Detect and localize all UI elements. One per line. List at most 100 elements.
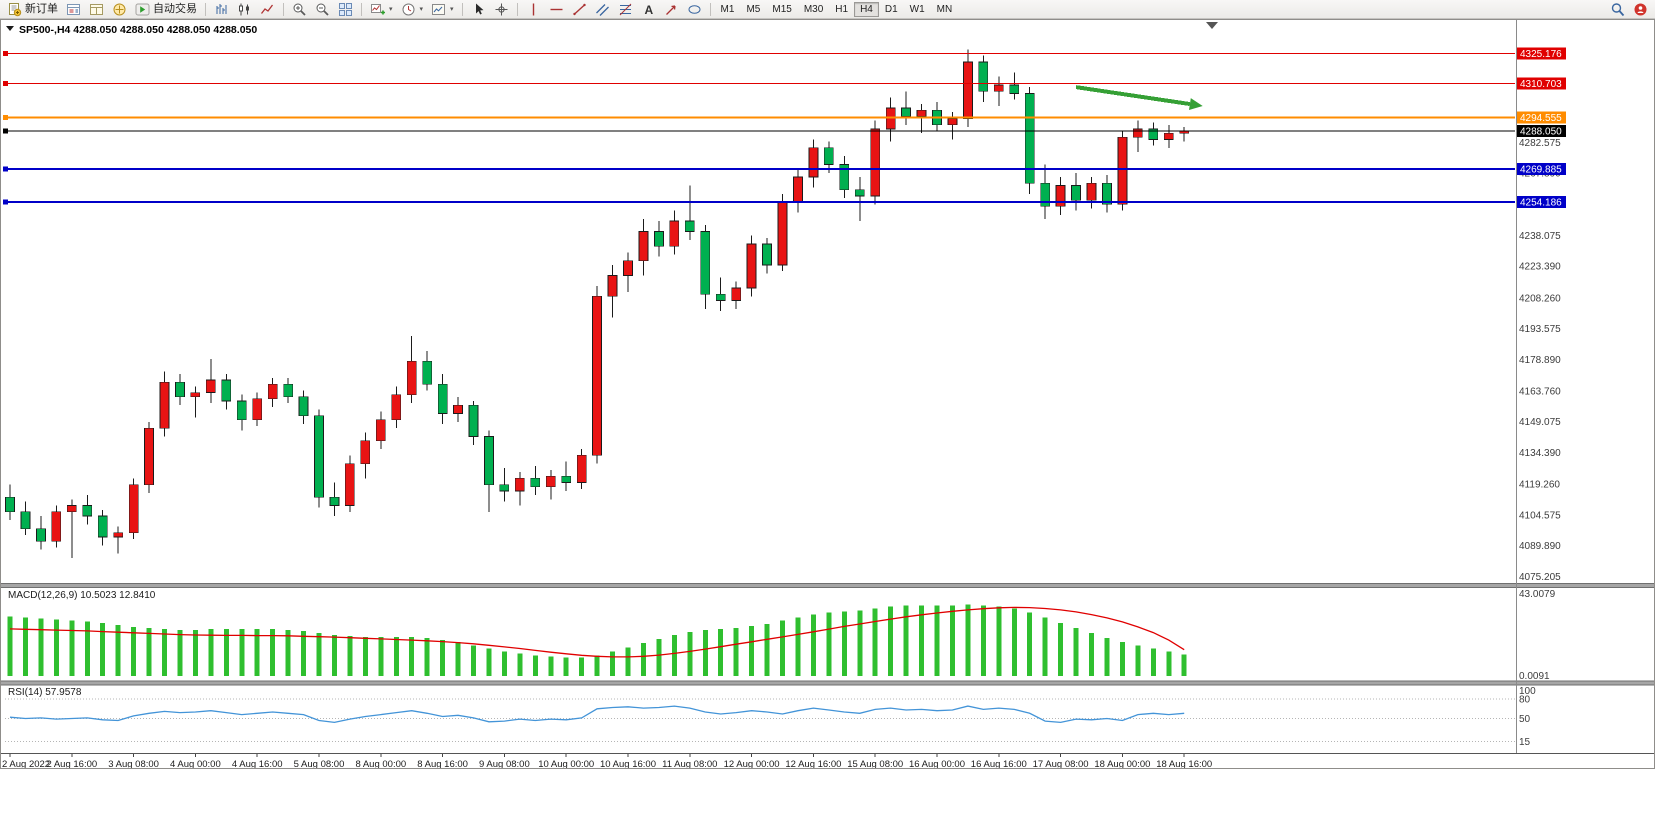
macd-indicator (7, 604, 1187, 676)
timeframe-button-M15[interactable]: M15 (772, 3, 792, 15)
macd-histogram-bar (671, 635, 677, 676)
line-handle[interactable] (3, 166, 8, 172)
candle-body (870, 128, 881, 197)
timeframe-button-D1[interactable]: D1 (884, 3, 898, 15)
macd-histogram-bar (888, 606, 894, 676)
line-handle[interactable] (3, 81, 8, 87)
toolbar-separator (709, 2, 711, 16)
candle-body (963, 61, 973, 119)
line-handle[interactable] (3, 128, 8, 134)
candlestick-chart-button[interactable] (233, 1, 256, 17)
timeframe-button-MN[interactable]: MN (936, 3, 953, 15)
candle-body (1055, 185, 1066, 207)
horizontal-line-button[interactable] (545, 1, 568, 17)
macd-histogram-bar (223, 628, 229, 676)
arrow-shaft[interactable] (1075, 85, 1191, 107)
macd-label: MACD(12,26,9) 10.5023 12.8410 (8, 590, 156, 601)
arrow-head-icon (1189, 98, 1203, 110)
candle-body (854, 189, 865, 197)
panel-splitter[interactable] (0, 583, 1655, 588)
navigator-button[interactable] (108, 1, 131, 17)
candle-body (1024, 93, 1035, 184)
periods-icon (401, 2, 416, 17)
data-window-icon (89, 2, 104, 17)
macd-histogram-bar (563, 657, 569, 676)
time-axis-label: 16 Aug 00:00 (909, 759, 965, 770)
community-icon (1633, 2, 1648, 17)
timeframe-button-M5[interactable]: M5 (746, 3, 761, 15)
tile-windows-button[interactable] (334, 1, 357, 17)
price-axis-label: 4223.390 (1519, 262, 1561, 273)
line-chart-button[interactable] (256, 1, 279, 17)
fibonacci-button[interactable] (614, 1, 637, 17)
shapes-button[interactable] (683, 1, 706, 17)
bar-chart-button[interactable] (210, 1, 233, 17)
crosshair-button[interactable] (490, 1, 513, 17)
time-axis-label: 10 Aug 00:00 (538, 759, 594, 770)
candle-body (576, 455, 587, 483)
line-handle[interactable] (3, 199, 8, 205)
line-handle[interactable] (3, 114, 8, 120)
macd-histogram-bar (548, 656, 554, 676)
candle-body (901, 107, 911, 117)
trendline-button[interactable] (568, 1, 591, 17)
candle-body (375, 419, 386, 442)
timeframe-button-H4[interactable]: H4 (854, 1, 879, 17)
navigator-icon (112, 2, 127, 17)
time-axis-label: 4 Aug 16:00 (232, 759, 283, 770)
macd-signal-line (9, 606, 1185, 658)
vertical-line-button[interactable] (522, 1, 545, 17)
time-axis-label: 11 Aug 08:00 (662, 759, 717, 770)
macd-histogram-bar (610, 651, 616, 676)
line-handle[interactable] (3, 50, 8, 56)
search-button[interactable] (1606, 1, 1629, 17)
timeframe-button-H1[interactable]: H1 (835, 3, 849, 15)
candlestick-chart-icon (237, 2, 252, 17)
cursor-button[interactable] (467, 1, 490, 17)
templates-button[interactable]: ▾ (427, 1, 458, 17)
fibonacci-icon (618, 2, 633, 17)
time-axis-label: 2 Aug 2022 (2, 759, 50, 770)
macd-histogram-bar (733, 627, 739, 676)
arrow-object-button[interactable] (660, 1, 683, 17)
panel-splitter[interactable] (0, 680, 1655, 686)
price-tag (1517, 111, 1566, 124)
new-chart-button[interactable]: ▾ (366, 1, 397, 17)
timeframe-button-M30[interactable]: M30 (803, 3, 824, 15)
channel-button[interactable] (591, 1, 614, 17)
community-button[interactable] (1629, 1, 1652, 17)
timeframe-button-M1[interactable]: M1 (720, 3, 735, 15)
timeframe-button-W1[interactable]: W1 (909, 3, 925, 15)
zoom-out-icon (315, 2, 330, 17)
data-window-button[interactable] (85, 1, 108, 17)
time-axis-label: 5 Aug 08:00 (294, 759, 345, 770)
arrow-object-icon (664, 2, 679, 17)
market-watch-button[interactable] (62, 1, 85, 17)
new-order-button[interactable]: 新订单 (3, 1, 62, 17)
zoom-out-button[interactable] (311, 1, 334, 17)
text-button[interactable]: A (637, 1, 660, 17)
price-tag-label: 4294.555 (1520, 113, 1562, 124)
candle-body (51, 511, 62, 542)
price-level-lines (3, 50, 1515, 205)
macd-histogram-bar (1104, 638, 1110, 676)
price-tag (1517, 124, 1566, 137)
autotrading-button[interactable]: 自动交易 (131, 1, 201, 17)
macd-histogram-bar (718, 628, 724, 676)
price-tag (1517, 47, 1566, 60)
price-tag (1517, 77, 1566, 90)
candle-body (607, 275, 618, 297)
zoom-in-button[interactable] (288, 1, 311, 17)
candle-body (762, 243, 772, 266)
scroll-position-marker-icon (1206, 22, 1218, 29)
candle-body (159, 381, 170, 429)
zoom-in-icon (292, 2, 307, 17)
trend-arrow-object[interactable] (1075, 85, 1203, 110)
price-chart[interactable]: 4282.5754267.8904253.2054238.0754223.390… (0, 19, 1655, 816)
candle-body (406, 360, 417, 396)
periods-button[interactable]: ▾ (397, 1, 428, 17)
candle-body (823, 147, 834, 165)
one-click-trading-toggle-icon[interactable] (6, 26, 14, 31)
candle-body (561, 475, 572, 483)
